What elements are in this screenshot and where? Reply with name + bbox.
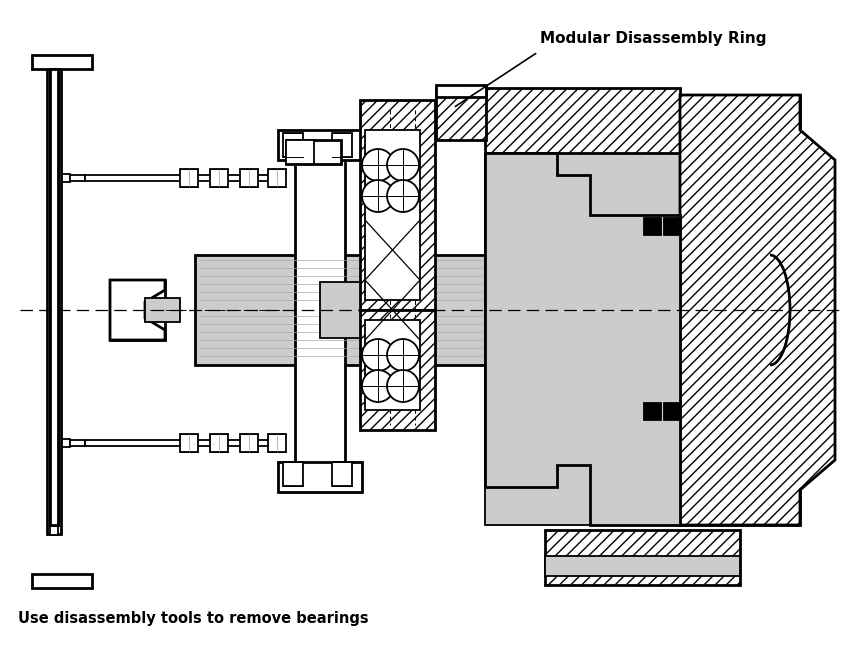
Bar <box>110 280 165 340</box>
Bar <box>286 140 314 164</box>
Bar <box>332 462 352 486</box>
Polygon shape <box>110 280 165 340</box>
Bar <box>545 556 740 576</box>
Bar <box>286 140 341 164</box>
Bar <box>278 462 362 492</box>
Bar <box>70 440 85 446</box>
Bar <box>62 439 70 447</box>
Circle shape <box>387 339 419 371</box>
Bar <box>283 133 303 157</box>
Bar <box>145 298 180 322</box>
Bar <box>436 85 486 97</box>
Bar <box>85 440 285 446</box>
Circle shape <box>362 180 394 212</box>
Circle shape <box>387 370 419 402</box>
Bar <box>365 130 420 300</box>
Bar <box>365 320 420 410</box>
Bar <box>485 465 680 525</box>
Polygon shape <box>485 153 680 525</box>
Bar <box>283 462 303 486</box>
Circle shape <box>362 149 394 181</box>
Bar <box>210 169 228 187</box>
Bar <box>180 434 198 452</box>
Bar <box>436 90 486 140</box>
Bar <box>85 175 285 181</box>
Bar <box>664 218 680 235</box>
Bar <box>240 434 258 452</box>
Circle shape <box>362 339 394 371</box>
Bar <box>195 255 790 365</box>
Bar <box>268 434 286 452</box>
Wedge shape <box>770 255 825 365</box>
Bar <box>50 69 58 525</box>
Bar <box>360 100 435 310</box>
Bar <box>664 403 680 420</box>
Bar <box>295 140 345 482</box>
Circle shape <box>362 370 394 402</box>
Bar <box>70 175 85 181</box>
Bar <box>644 218 661 235</box>
Bar <box>62 174 70 182</box>
Circle shape <box>387 180 419 212</box>
Bar <box>210 434 228 452</box>
Bar <box>320 282 380 338</box>
Bar <box>485 153 680 465</box>
Bar <box>644 403 661 420</box>
Circle shape <box>387 149 419 181</box>
Bar <box>32 574 92 588</box>
Text: Modular Disassembly Ring: Modular Disassembly Ring <box>540 31 766 46</box>
Bar <box>268 169 286 187</box>
Bar <box>278 130 362 160</box>
Bar <box>485 88 680 153</box>
Bar <box>47 64 61 534</box>
Bar <box>180 169 198 187</box>
Bar <box>50 70 58 535</box>
Text: Use disassembly tools to remove bearings: Use disassembly tools to remove bearings <box>18 611 369 626</box>
Bar <box>300 145 340 477</box>
Bar <box>240 169 258 187</box>
Bar <box>50 69 58 525</box>
Bar <box>360 310 435 430</box>
Bar <box>32 55 92 69</box>
Bar <box>680 95 800 525</box>
Polygon shape <box>680 95 835 525</box>
Bar <box>332 133 352 157</box>
Bar <box>545 530 740 585</box>
